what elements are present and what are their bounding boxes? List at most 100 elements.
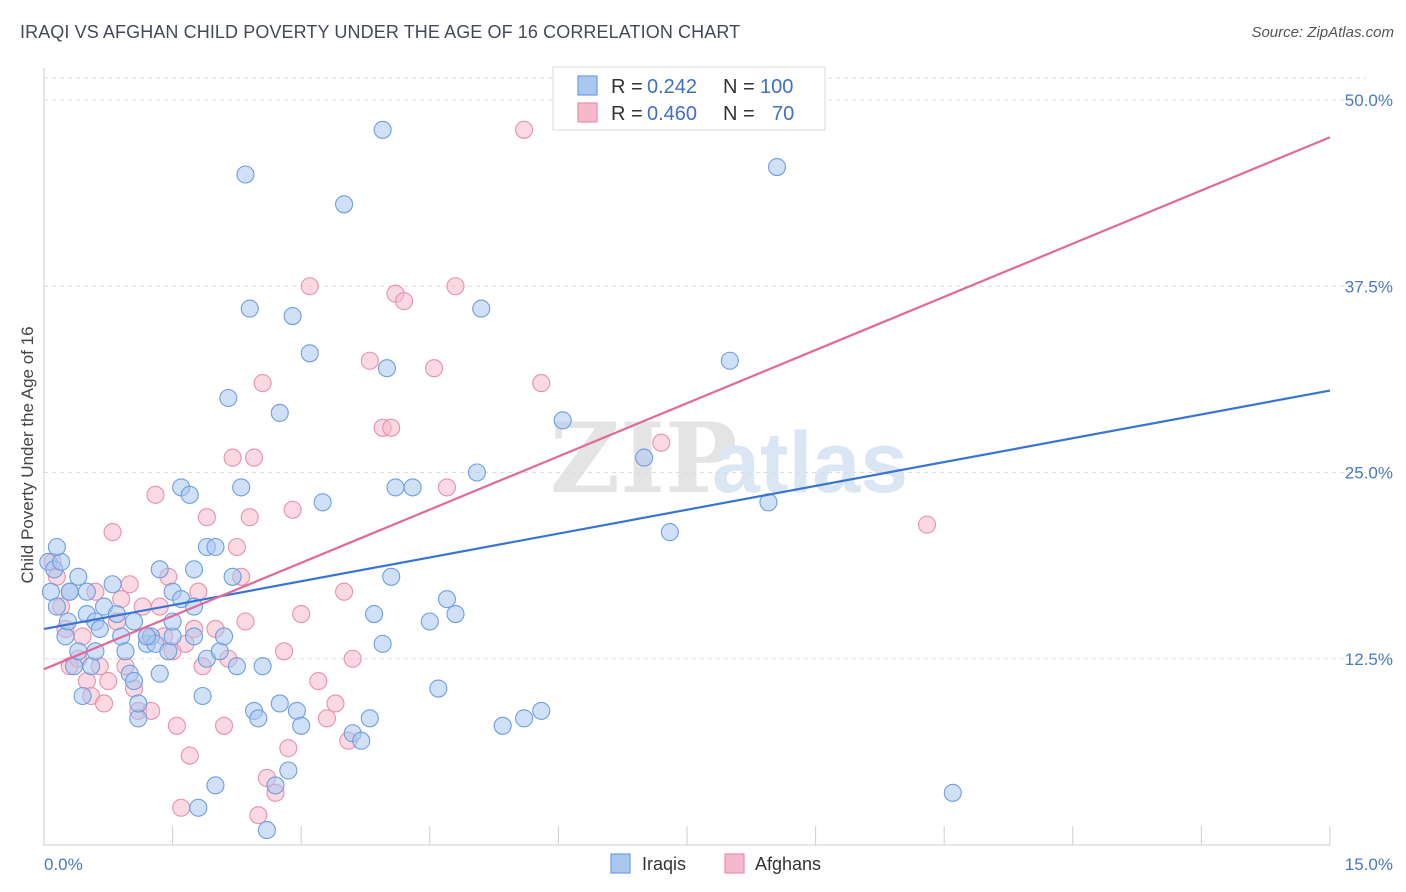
afghan-point-28 (167, 716, 186, 735)
iraqi-point-71 (373, 634, 392, 653)
iraqi-point-72 (373, 120, 392, 139)
source-label: Source: ZipAtlas.com (1251, 24, 1394, 41)
afghan-point-49 (275, 642, 294, 661)
iraqi-point-50 (232, 478, 251, 497)
iraqi-point-93 (60, 582, 79, 601)
iraqi-point-76 (403, 478, 422, 497)
iraqi-point-92 (943, 783, 962, 802)
bottom-legend-label-iraqis: Iraqis (642, 854, 686, 874)
iraqi-point-37 (184, 627, 204, 646)
afghan-point-17 (120, 575, 139, 594)
afghan-point-60 (360, 351, 379, 370)
legend-r-value-afghans: 0.460 (647, 103, 697, 125)
iraqi-point-49 (227, 657, 246, 676)
x-ticks: 0.0% 15.0% (43, 826, 1393, 874)
iraqi-point-40 (189, 798, 208, 817)
iraqi-point-41 (193, 686, 212, 706)
iraqi-point-96 (47, 537, 66, 557)
afghan-point-66 (437, 478, 456, 497)
watermark-atlas: atlas (712, 415, 908, 511)
iraqi-point-4 (52, 552, 71, 571)
iraqi-point-64 (300, 344, 319, 363)
afghan-point-12 (99, 672, 118, 691)
iraqi-point-23 (124, 672, 144, 691)
afghan-point-51 (283, 500, 302, 519)
iraqi-point-86 (553, 411, 572, 430)
legend-r-value-iraqis: 0.242 (647, 76, 697, 98)
iraqi-point-83 (493, 716, 512, 735)
trend-lines (43, 136, 1331, 671)
iraqi-point-98 (150, 560, 169, 579)
iraqi-point-74 (382, 567, 401, 586)
y-tick-labels: 12.5% 25.0% 37.5% 50.0% (1345, 91, 1393, 669)
afghan-point-7 (77, 672, 96, 691)
iraqi-point-99 (206, 537, 225, 557)
iraqi-point-85 (532, 701, 551, 720)
afghan-point-29 (172, 798, 191, 817)
afghan-trend-line (43, 136, 1331, 671)
afghan-point-57 (335, 582, 354, 601)
afghan-point-40 (227, 537, 246, 557)
iraqi-point-39 (184, 560, 204, 579)
iraqi-point-11 (77, 582, 96, 601)
afghan-point-70 (652, 433, 671, 452)
afghan-point-6 (73, 627, 92, 646)
y-tick-label-2: 37.5% (1345, 277, 1393, 296)
legend-r-label-afghans: R = (611, 103, 643, 125)
iraqi-point-70 (365, 604, 384, 624)
afghan-point-50 (279, 739, 298, 758)
iraqi-point-79 (437, 590, 456, 609)
iraqi-point-15 (90, 619, 109, 639)
afghan-point-13 (103, 523, 122, 542)
afghan-point-62 (382, 418, 401, 437)
iraqi-point-25 (129, 694, 148, 713)
iraqi-point-20 (116, 642, 135, 661)
legend-n-label-iraqis: N = (723, 76, 755, 98)
legend-n-value-iraqis: 100 (760, 76, 793, 98)
iraqi-point-36 (180, 485, 199, 504)
y-tick-label-3: 50.0% (1345, 91, 1393, 110)
iraqi-point-77 (420, 612, 439, 631)
x-tick-label-min: 0.0% (44, 855, 83, 874)
legend-n-label-afghans: N = (723, 103, 755, 125)
iraqi-point-89 (720, 351, 739, 370)
iraqi-point-29 (150, 664, 169, 683)
afghan-point-54 (309, 672, 328, 691)
iraqi-point-52 (240, 299, 259, 318)
iraqi-point-17 (103, 575, 122, 594)
iraqi-point-61 (283, 306, 302, 326)
afghan-point-46 (253, 374, 272, 393)
afghan-point-71 (918, 515, 937, 534)
legend-box: R = 0.242 N = 100 R = 0.460 N = 70 (552, 66, 826, 131)
iraqi-point-60 (279, 761, 298, 780)
bottom-legend-swatch-afghans (724, 853, 745, 874)
afghan-point-52 (292, 604, 311, 624)
iraqi-point-87 (635, 448, 654, 467)
iraqi-point-48 (223, 567, 242, 586)
iraqi-point-22 (124, 612, 144, 631)
scatter-points (39, 120, 962, 840)
afghan-point-42 (236, 612, 255, 631)
y-axis-label: Child Poverty Under the Age of 16 (18, 326, 37, 583)
legend-swatch-iraqis (577, 75, 598, 96)
iraqi-point-97 (69, 567, 88, 586)
bottom-legend-label-afghans: Afghans (755, 854, 821, 874)
afghan-point-37 (214, 716, 234, 735)
afghan-point-55 (317, 709, 336, 728)
afghan-point-35 (197, 508, 216, 527)
iraqi-point-44 (206, 776, 225, 795)
afghan-point-33 (189, 582, 208, 601)
afghan-point-64 (395, 292, 414, 311)
afghan-point-45 (249, 806, 268, 825)
afghan-point-56 (326, 694, 345, 713)
iraqi-point-95 (137, 627, 156, 646)
iraqi-point-88 (660, 523, 679, 542)
iraqi-point-68 (352, 731, 371, 750)
iraqi-trend-line (43, 389, 1331, 631)
afghan-point-39 (223, 448, 242, 467)
afghan-point-44 (244, 448, 264, 467)
iraqi-point-91 (767, 158, 787, 177)
iraqi-point-78 (429, 679, 448, 698)
iraqi-point-58 (270, 694, 289, 713)
